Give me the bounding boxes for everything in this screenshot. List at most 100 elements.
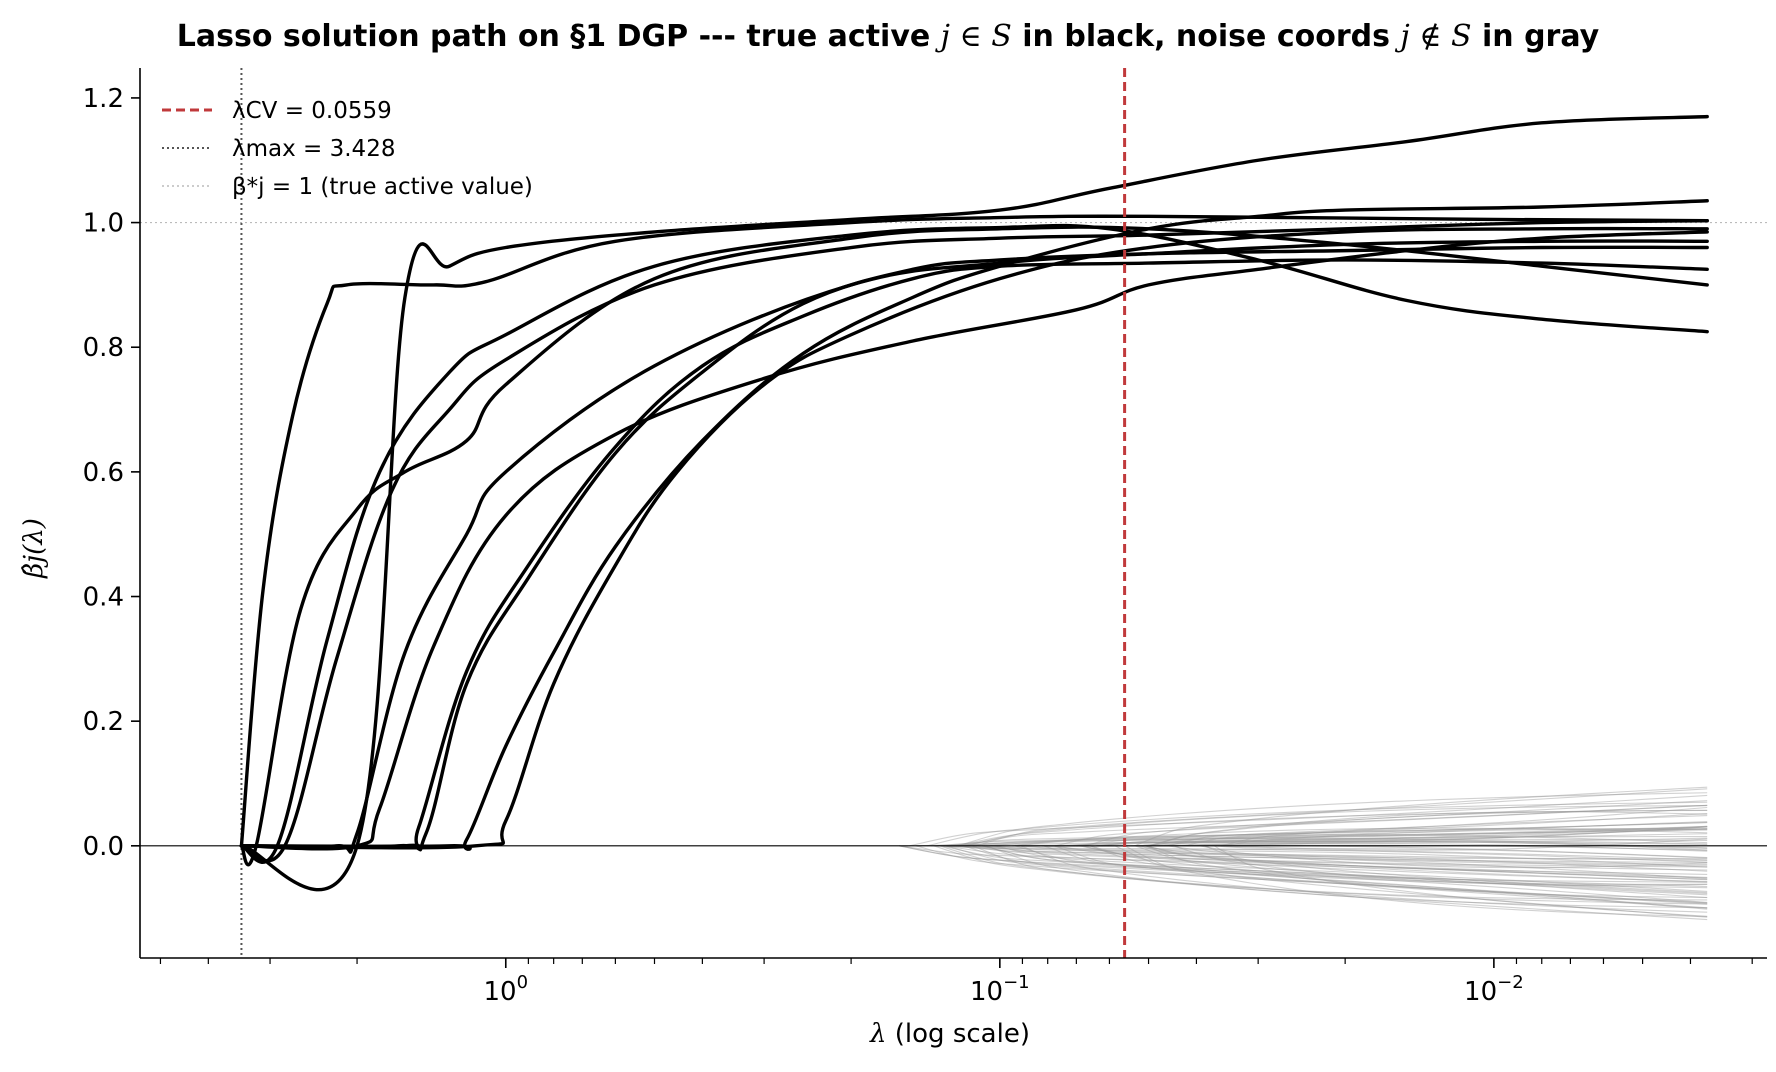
- x-tick-base: 10: [970, 977, 1003, 1007]
- noise-series-line: [1149, 820, 1708, 847]
- y-tick-label: 0.0: [83, 832, 124, 862]
- legend: λCV = 0.0559 λmax = 3.428 β*j = 1 (true ac…: [162, 98, 533, 200]
- noise-series-line: [1076, 828, 1708, 847]
- x-tick-exponent: −1: [1003, 972, 1030, 993]
- noise-series-line: [899, 845, 1708, 878]
- noise-series-line: [946, 821, 1708, 847]
- noise-series-line: [1073, 833, 1708, 847]
- noise-series-line: [933, 845, 1708, 905]
- noise-series-line: [986, 845, 1708, 909]
- legend-label: β*j = 1 (true active value): [232, 174, 533, 200]
- active-series-line: [239, 239, 1709, 854]
- noise-series-line: [1213, 845, 1708, 917]
- noise-series-line: [957, 792, 1708, 847]
- noise-series-line: [1100, 825, 1708, 847]
- title-part3: in gray: [1472, 19, 1600, 54]
- noise-series-line: [964, 845, 1708, 871]
- noise-series-line: [1164, 840, 1708, 847]
- noise-series-line: [899, 845, 1708, 888]
- noise-series-line: [972, 845, 1708, 921]
- active-series-line: [239, 214, 1709, 848]
- noise-series-line: [1173, 845, 1708, 886]
- noise-series-line: [1015, 840, 1708, 850]
- noise-series-line: [1015, 845, 1708, 903]
- noise-series-line: [1223, 828, 1708, 847]
- noise-series-line: [1054, 845, 1708, 909]
- title-math1: j ∈ S: [935, 19, 1012, 54]
- x-axis-label: λ (log scale): [869, 1019, 1030, 1049]
- noise-series-line: [1095, 825, 1708, 847]
- chart-title: Lasso solution path on §1 DGP --- true a…: [177, 19, 1600, 54]
- noise-series-line: [965, 805, 1708, 847]
- noise-series-line: [1124, 845, 1708, 918]
- title-math2: j ∉ S: [1394, 19, 1471, 54]
- noise-series-line: [936, 829, 1708, 847]
- title-part1: Lasso solution path on §1 DGP --- true a…: [177, 19, 941, 54]
- y-tick-label: 0.4: [83, 583, 124, 613]
- legend-label: λmax = 3.428: [232, 136, 395, 162]
- legend-label: λCV = 0.0559: [232, 98, 392, 124]
- noise-series-group: [899, 786, 1708, 921]
- noise-series-line: [1043, 845, 1708, 910]
- noise-series-line: [1020, 845, 1708, 860]
- noise-series-line: [981, 845, 1708, 889]
- noise-series-line: [975, 788, 1708, 847]
- noise-series-line: [963, 845, 1708, 909]
- noise-series-line: [1130, 838, 1708, 847]
- noise-series-line: [1096, 836, 1708, 847]
- active-series-line: [239, 230, 1709, 851]
- noise-series-line: [946, 845, 1708, 904]
- x-tick-exponent: 0: [517, 972, 528, 993]
- noise-series-line: [939, 845, 1708, 901]
- noise-series-line: [1020, 845, 1708, 913]
- noise-series-line: [1041, 845, 1708, 862]
- noise-series-line: [909, 794, 1708, 847]
- noise-series-line: [1054, 845, 1708, 880]
- noise-series-line: [1018, 827, 1708, 847]
- noise-series-line: [1145, 845, 1708, 880]
- noise-series-line: [1145, 845, 1708, 899]
- noise-series-line: [989, 826, 1708, 847]
- noise-series-line: [944, 845, 1708, 875]
- noise-series-line: [1089, 845, 1708, 904]
- active-series-line: [239, 245, 1709, 852]
- noise-series-line: [955, 809, 1708, 847]
- noise-series-line: [1167, 845, 1708, 865]
- noise-series-line: [1145, 845, 1708, 883]
- noise-series-line: [1082, 845, 1708, 883]
- noise-series-line: [1149, 809, 1708, 847]
- x-axis-label-symbol: λ: [869, 1019, 886, 1049]
- noise-series-line: [1114, 845, 1708, 918]
- noise-series-line: [1157, 826, 1708, 847]
- active-series-line: [239, 258, 1709, 850]
- x-tick-exponent: −2: [1497, 972, 1524, 993]
- noise-series-line: [983, 845, 1708, 868]
- noise-series-line: [1199, 845, 1708, 869]
- noise-series-line: [915, 845, 1708, 905]
- noise-series-line: [1212, 845, 1708, 859]
- noise-series-line: [1167, 806, 1708, 847]
- noise-series-line: [972, 845, 1708, 864]
- active-series-line: [239, 219, 1709, 863]
- noise-series-line: [1012, 822, 1708, 847]
- noise-series-line: [939, 845, 1708, 863]
- noise-series-line: [1139, 828, 1708, 847]
- noise-series-line: [965, 828, 1708, 847]
- noise-series-line: [930, 840, 1708, 847]
- noise-series-line: [926, 801, 1708, 847]
- noise-series-line: [1183, 838, 1708, 851]
- active-series-group: [239, 114, 1709, 892]
- noise-series-line: [1139, 845, 1708, 867]
- noise-series-line: [1204, 845, 1708, 895]
- y-tick-label: 1.0: [83, 209, 124, 239]
- noise-series-line: [1079, 845, 1708, 881]
- noise-series-line: [962, 804, 1708, 847]
- x-tick-label: 10−2: [1464, 972, 1524, 1007]
- noise-series-line: [941, 845, 1708, 894]
- noise-series-line: [1134, 845, 1708, 896]
- y-tick-label: 1.2: [83, 84, 124, 114]
- noise-series-line: [1134, 786, 1708, 847]
